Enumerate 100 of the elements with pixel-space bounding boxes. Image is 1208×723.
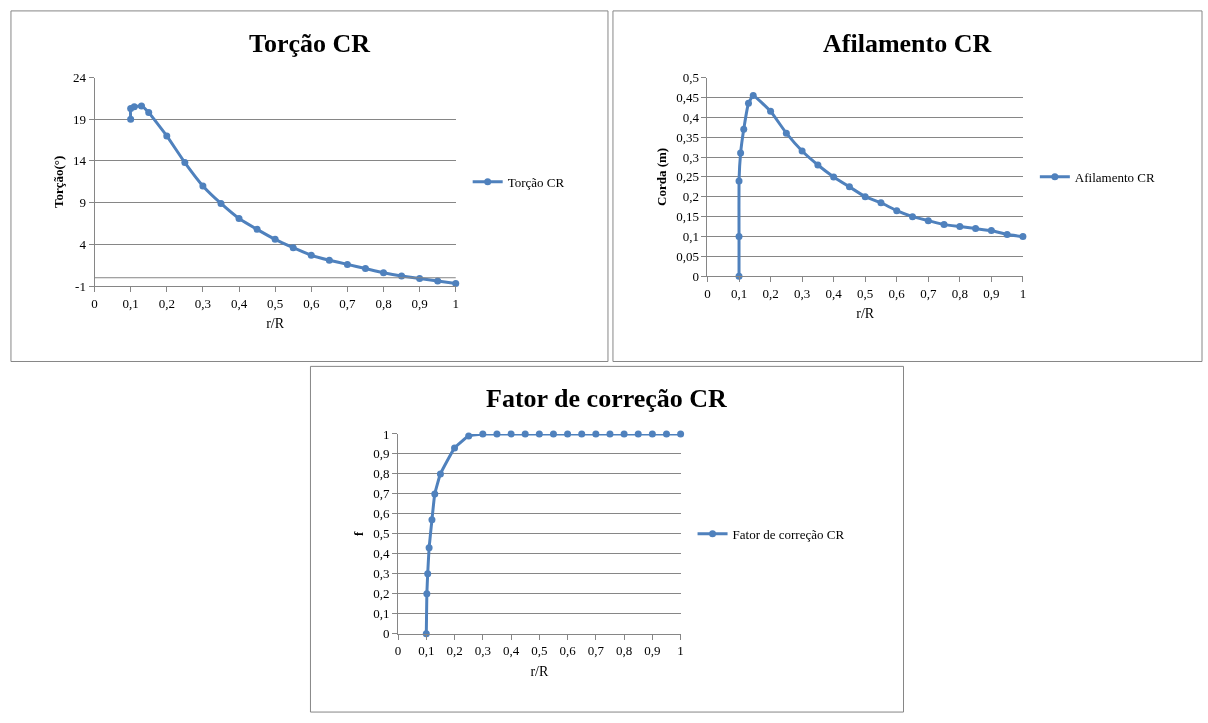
- point: [479, 430, 487, 438]
- y-tick-label: 0,1: [682, 229, 699, 245]
- point: [271, 235, 279, 243]
- x-tick-label: 0,2: [446, 643, 463, 659]
- point: [987, 227, 995, 235]
- y-tick-label: 0: [692, 268, 699, 284]
- y-axis-title: f: [351, 531, 367, 537]
- x-tick-label: 0,3: [793, 285, 811, 301]
- chart-title: Afilamento CR: [823, 29, 992, 58]
- point: [424, 570, 432, 578]
- point: [235, 215, 243, 222]
- y-tick-label: 0,7: [373, 486, 390, 502]
- x-tick-label: 0,9: [411, 295, 428, 311]
- point: [620, 430, 628, 438]
- x-axis-title: r/R: [266, 315, 285, 331]
- point: [782, 129, 790, 137]
- point: [677, 430, 685, 438]
- y-tick-label: 0,45: [676, 89, 699, 105]
- y-tick-label: 0,4: [373, 546, 390, 562]
- x-tick-label: 0,2: [762, 285, 779, 301]
- y-tick-label: 24: [72, 70, 87, 86]
- point: [861, 193, 869, 201]
- x-tick-label: 0,5: [267, 295, 284, 311]
- y-tick-label: 0,35: [676, 129, 699, 145]
- point: [181, 159, 189, 167]
- y-tick-label: 9: [79, 195, 86, 211]
- y-tick-label: 0,9: [373, 446, 390, 462]
- point: [452, 280, 460, 288]
- y-tick-label: -1: [75, 278, 86, 294]
- point: [814, 161, 822, 169]
- x-tick-label: 0: [394, 643, 402, 659]
- point: [507, 430, 515, 438]
- x-tick-label: 0,6: [303, 295, 320, 311]
- point: [767, 107, 775, 115]
- point: [798, 147, 806, 155]
- legend-label: Torção CR: [507, 174, 565, 190]
- x-axis-title: r/R: [856, 306, 875, 322]
- x-tick-label: 0,5: [531, 643, 548, 659]
- y-tick-label: 0,5: [682, 70, 699, 86]
- x-tick-label: 0: [704, 285, 711, 301]
- x-tick-label: 0: [91, 295, 98, 311]
- y-tick-label: 0,25: [676, 169, 699, 185]
- point: [423, 590, 431, 598]
- point: [549, 430, 557, 438]
- point: [451, 444, 459, 452]
- point: [940, 221, 948, 229]
- point: [325, 256, 333, 264]
- x-tick-label: 0,9: [983, 285, 1000, 301]
- x-tick-label: 0,3: [194, 295, 212, 311]
- x-tick-label: 0,4: [502, 643, 520, 659]
- x-tick-label: 0,4: [230, 295, 248, 311]
- chart-title: Fator de correção CR: [486, 384, 728, 413]
- y-tick-label: 0,2: [682, 189, 699, 205]
- point: [877, 199, 885, 207]
- point: [740, 125, 748, 133]
- chart-title: Torção CR: [249, 29, 371, 58]
- y-tick-label: 14: [72, 153, 87, 169]
- point: [217, 199, 225, 207]
- point: [634, 430, 642, 438]
- y-tick-label: 0,8: [373, 466, 390, 482]
- point: [578, 430, 586, 438]
- x-tick-label: 0,8: [951, 285, 968, 301]
- x-tick-label: 1: [1019, 285, 1027, 301]
- point: [924, 217, 932, 225]
- point: [361, 265, 369, 273]
- point: [436, 470, 444, 478]
- legend-label: Fator de correção CR: [732, 526, 845, 542]
- y-axis-title: Torção(°): [50, 155, 66, 208]
- point: [735, 177, 743, 185]
- point: [428, 516, 436, 524]
- point: [307, 251, 315, 259]
- x-tick-label: 0,1: [418, 643, 435, 659]
- y-tick-label: 0,5: [373, 526, 390, 542]
- y-axis-title: Corda (m): [654, 147, 670, 206]
- point: [535, 430, 543, 438]
- y-tick-label: 0,3: [682, 149, 699, 165]
- x-tick-label: 0,7: [339, 295, 357, 311]
- point: [564, 430, 572, 438]
- x-tick-label: 1: [452, 295, 459, 311]
- y-tick-label: 0,15: [676, 209, 699, 225]
- point: [845, 183, 853, 191]
- point: [465, 432, 473, 440]
- y-tick-label: 1: [382, 426, 390, 442]
- point: [127, 115, 135, 123]
- y-tick-label: 4: [79, 236, 87, 252]
- y-tick-label: 0,3: [373, 566, 390, 582]
- x-tick-label: 0,1: [122, 295, 139, 311]
- point: [425, 544, 433, 552]
- point: [737, 149, 745, 157]
- point: [145, 109, 153, 117]
- legend-label: Afilamento CR: [1074, 169, 1155, 185]
- x-tick-label: 0,1: [730, 285, 748, 301]
- y-tick-label: 0,1: [373, 606, 390, 622]
- point: [434, 277, 442, 285]
- y-tick-label: 0,05: [676, 248, 699, 264]
- point: [493, 430, 501, 438]
- point: [735, 233, 743, 241]
- point: [521, 430, 529, 438]
- x-tick-label: 0,6: [888, 285, 906, 301]
- x-axis-title: r/R: [530, 663, 549, 679]
